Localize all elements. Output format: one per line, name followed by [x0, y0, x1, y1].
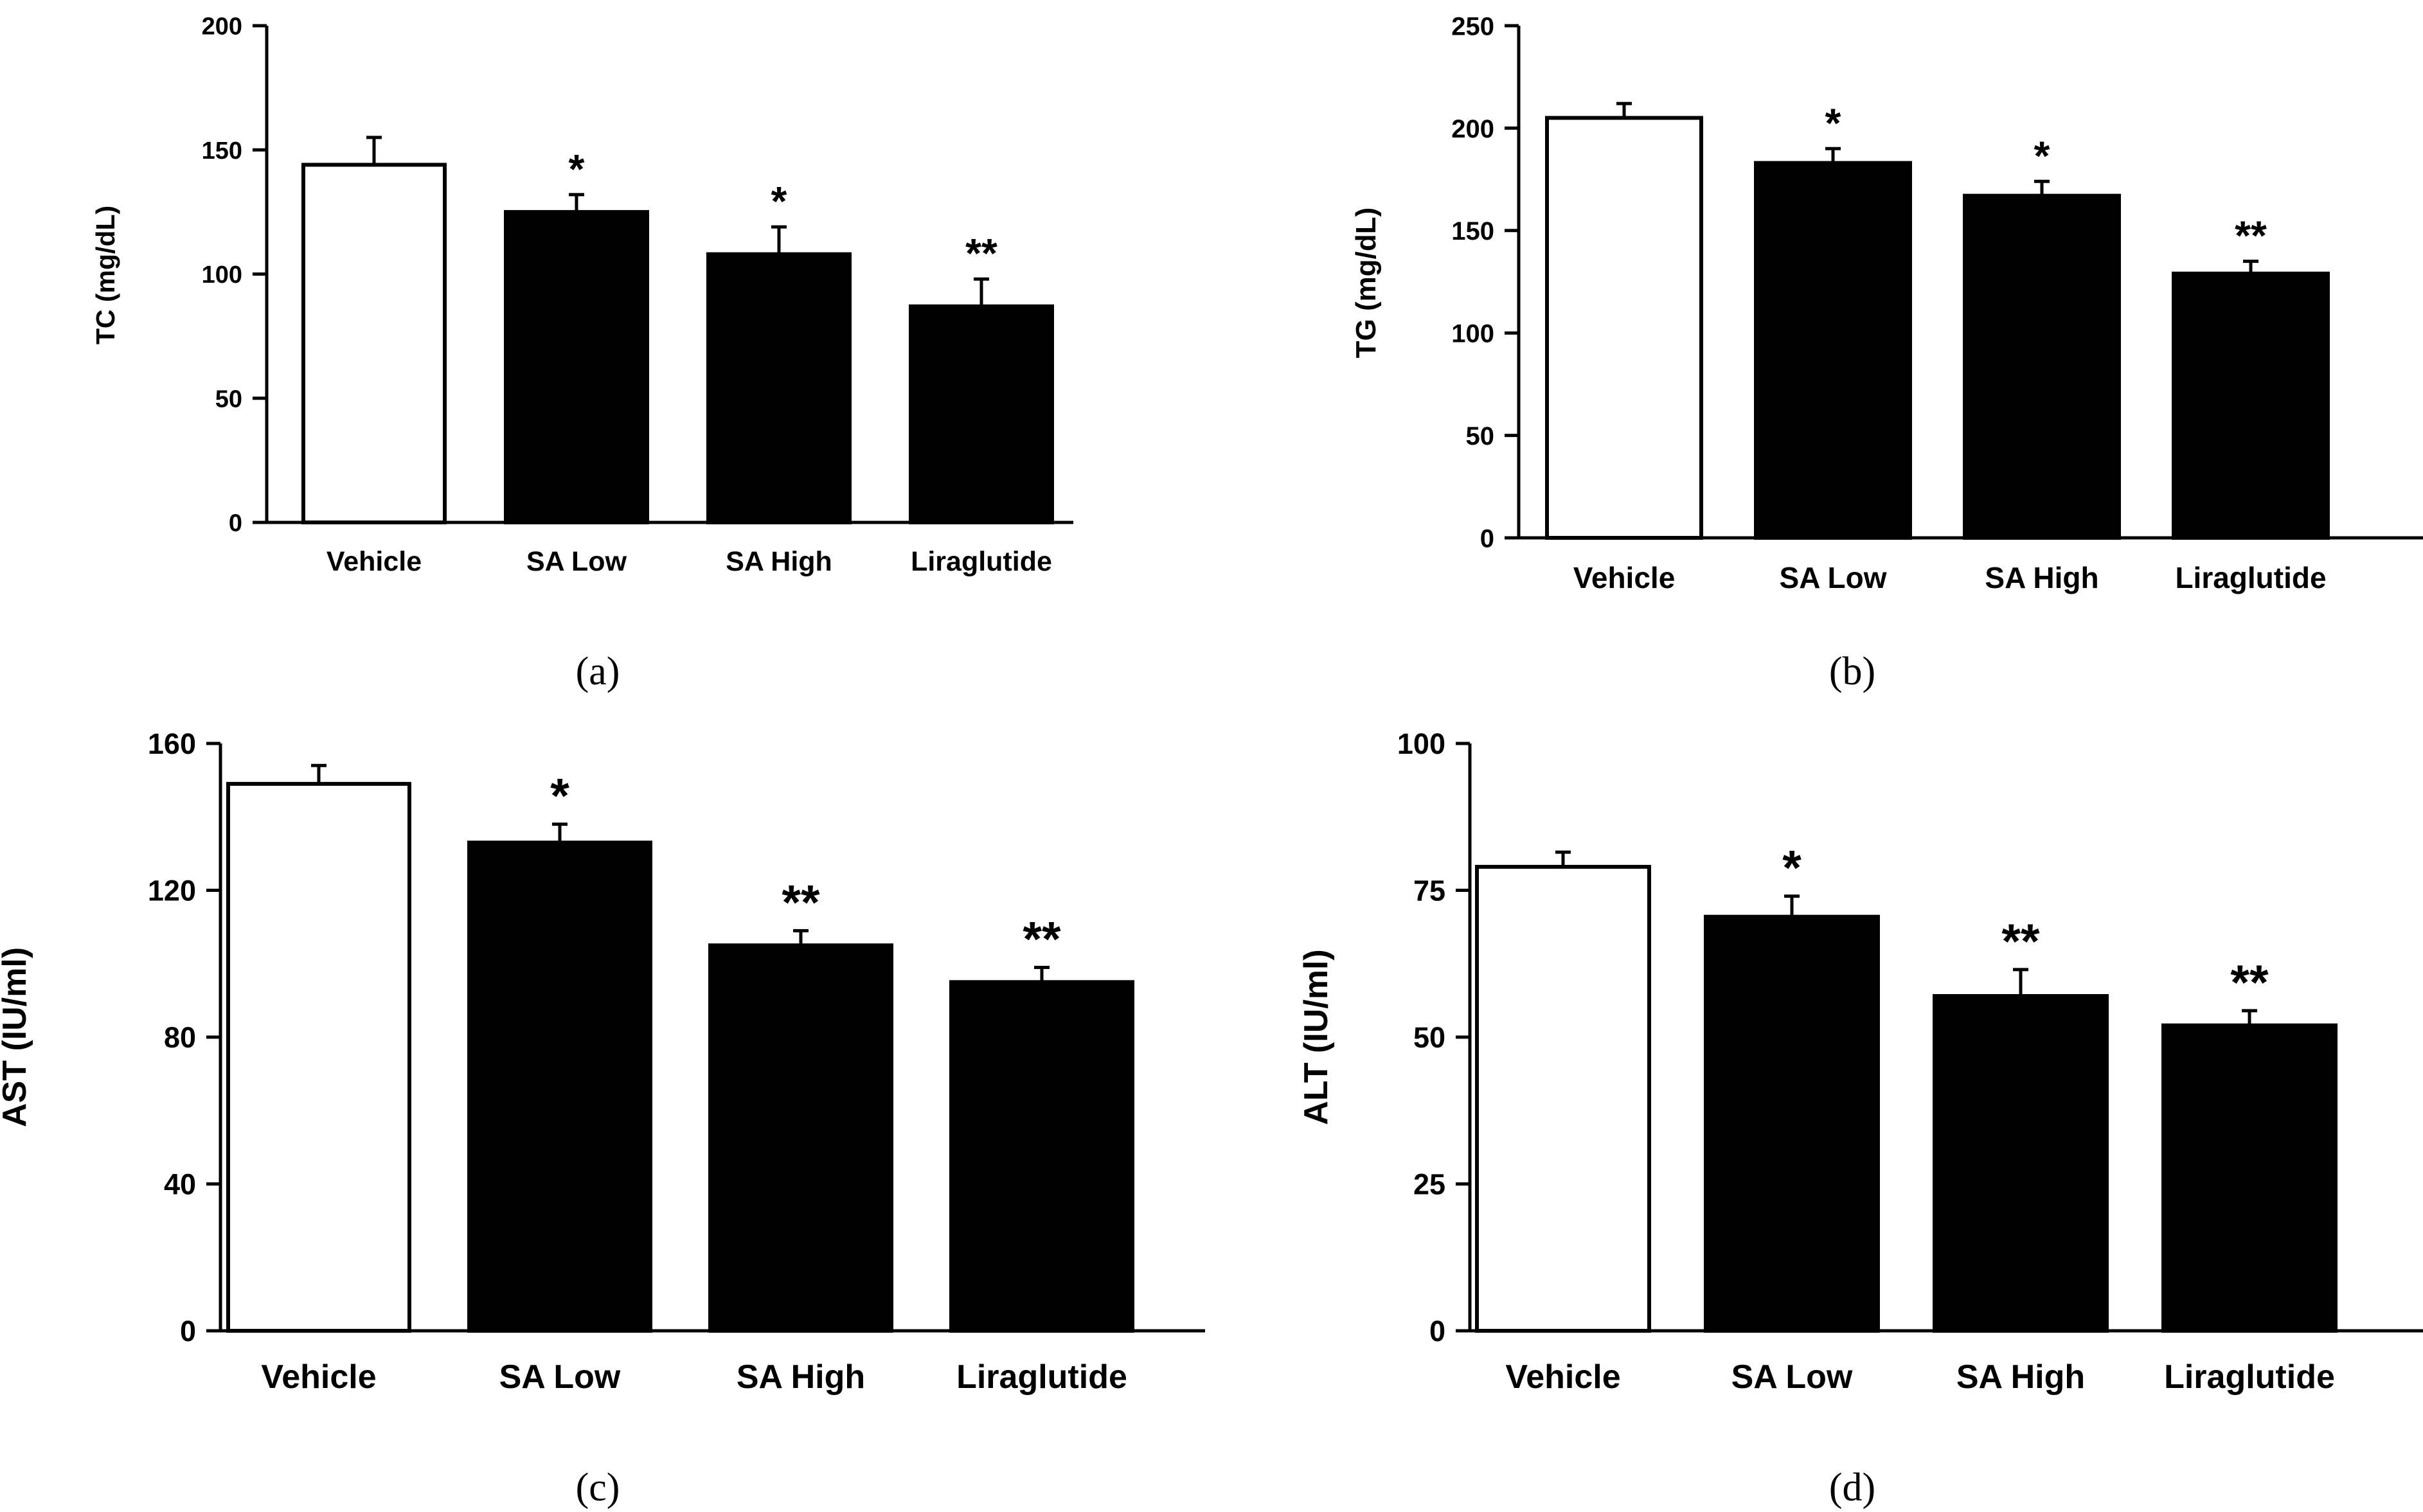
- y-tick-label-d: 50: [1413, 1021, 1445, 1054]
- bar-c: [467, 840, 652, 1333]
- y-tick-label-a: 0: [229, 510, 242, 537]
- bar-a: [706, 252, 852, 524]
- y-tick-label-c: 0: [180, 1315, 196, 1347]
- bar-d: [1933, 994, 2109, 1333]
- chart-panel-c: 0 40 80 120 160 Vehicle SA Low * SA High ** Liragl…: [0, 727, 1205, 1509]
- category-label-c: Liraglutide: [956, 1358, 1127, 1396]
- y-tick-label-a: 150: [202, 138, 242, 165]
- significance-label-b: **: [2235, 213, 2267, 259]
- panel-label-a: (a): [576, 650, 620, 693]
- y-tick-label-a: 100: [202, 262, 242, 289]
- y-tick-label-d: 100: [1397, 727, 1445, 760]
- y-tick-label-b: 150: [1451, 217, 1494, 245]
- significance-label-d: **: [2001, 914, 2040, 969]
- panel-label-d: (d): [1829, 1466, 1875, 1509]
- panel-label-c: (c): [576, 1466, 620, 1509]
- y-axis-title-c: AST (IU/ml): [0, 947, 33, 1127]
- category-label-d: Liraglutide: [2164, 1358, 2335, 1396]
- category-label-c: Vehicle: [261, 1358, 376, 1396]
- y-tick-label-b: 50: [1466, 422, 1495, 450]
- category-label-b: SA High: [1985, 561, 2098, 594]
- bar-a: [301, 163, 447, 524]
- significance-label-a: *: [771, 178, 787, 224]
- category-label-a: SA Low: [526, 546, 627, 577]
- bar-d: [2161, 1023, 2338, 1333]
- category-label-d: Vehicle: [1505, 1358, 1620, 1396]
- y-tick-label-a: 50: [215, 386, 242, 413]
- y-axis-title-d: ALT (IU/ml): [1298, 949, 1335, 1125]
- category-label-b: Liraglutide: [2175, 561, 2326, 594]
- y-tick-label-b: 250: [1451, 12, 1494, 40]
- category-label-d: SA Low: [1731, 1358, 1853, 1396]
- significance-label-a: *: [569, 146, 585, 192]
- y-tick-label-c: 160: [148, 727, 196, 760]
- category-label-c: SA Low: [499, 1358, 621, 1396]
- y-tick-label-c: 120: [148, 875, 196, 907]
- bar-b: [1545, 116, 1703, 540]
- y-tick-label-c: 40: [164, 1168, 196, 1201]
- y-tick-label-c: 80: [164, 1021, 196, 1054]
- y-tick-label-d: 0: [1429, 1315, 1445, 1347]
- bar-b: [2172, 271, 2330, 540]
- category-label-a: SA High: [726, 546, 832, 577]
- bar-c: [708, 943, 893, 1333]
- bar-b: [1754, 161, 1912, 540]
- category-label-b: SA Low: [1780, 561, 1887, 594]
- category-label-a: Vehicle: [326, 546, 422, 577]
- y-tick-label-a: 200: [202, 13, 242, 40]
- bar-d: [1704, 914, 1880, 1333]
- bar-d: [1475, 864, 1651, 1333]
- category-label-b: Vehicle: [1573, 561, 1676, 594]
- category-label-d: SA High: [1956, 1358, 2085, 1396]
- bar-c: [226, 781, 411, 1333]
- y-tick-label-b: 100: [1451, 320, 1494, 348]
- category-label-a: Liraglutide: [911, 546, 1052, 577]
- y-axis-title-a: TC (mg/dL): [91, 206, 120, 344]
- significance-label-c: **: [1023, 912, 1061, 966]
- bar-b: [1963, 193, 2121, 540]
- y-tick-label-b: 0: [1480, 524, 1494, 553]
- y-axis-title-b: TG (mg/dL): [1350, 208, 1382, 359]
- significance-label-d: *: [1782, 841, 1802, 896]
- panel-label-b: (b): [1829, 650, 1875, 693]
- category-label-c: SA High: [737, 1358, 865, 1396]
- significance-label-b: *: [1825, 100, 1841, 146]
- significance-label-d: **: [2230, 956, 2269, 1010]
- y-tick-label-d: 75: [1413, 875, 1445, 907]
- bar-a: [909, 304, 1054, 524]
- significance-label-c: **: [782, 875, 820, 930]
- chart-panel-b: 0 50 100 150 200 250 Vehicle SA Low * SA High * Lir…: [1350, 12, 2423, 693]
- chart-panel-d: 0 25 50 75 100 Vehicle SA Low * SA High ** Liraglu…: [1298, 727, 2423, 1509]
- significance-label-a: **: [965, 230, 997, 276]
- bar-a: [504, 209, 649, 524]
- significance-label-b: *: [2034, 132, 2050, 179]
- y-tick-label-d: 25: [1413, 1168, 1445, 1201]
- bar-c: [949, 980, 1134, 1333]
- significance-label-c: *: [550, 769, 569, 824]
- y-tick-label-b: 200: [1451, 115, 1494, 143]
- chart-panel-a: 0 50 100 150 200 Vehicle SA Low * SA High * Liragl…: [91, 13, 1073, 693]
